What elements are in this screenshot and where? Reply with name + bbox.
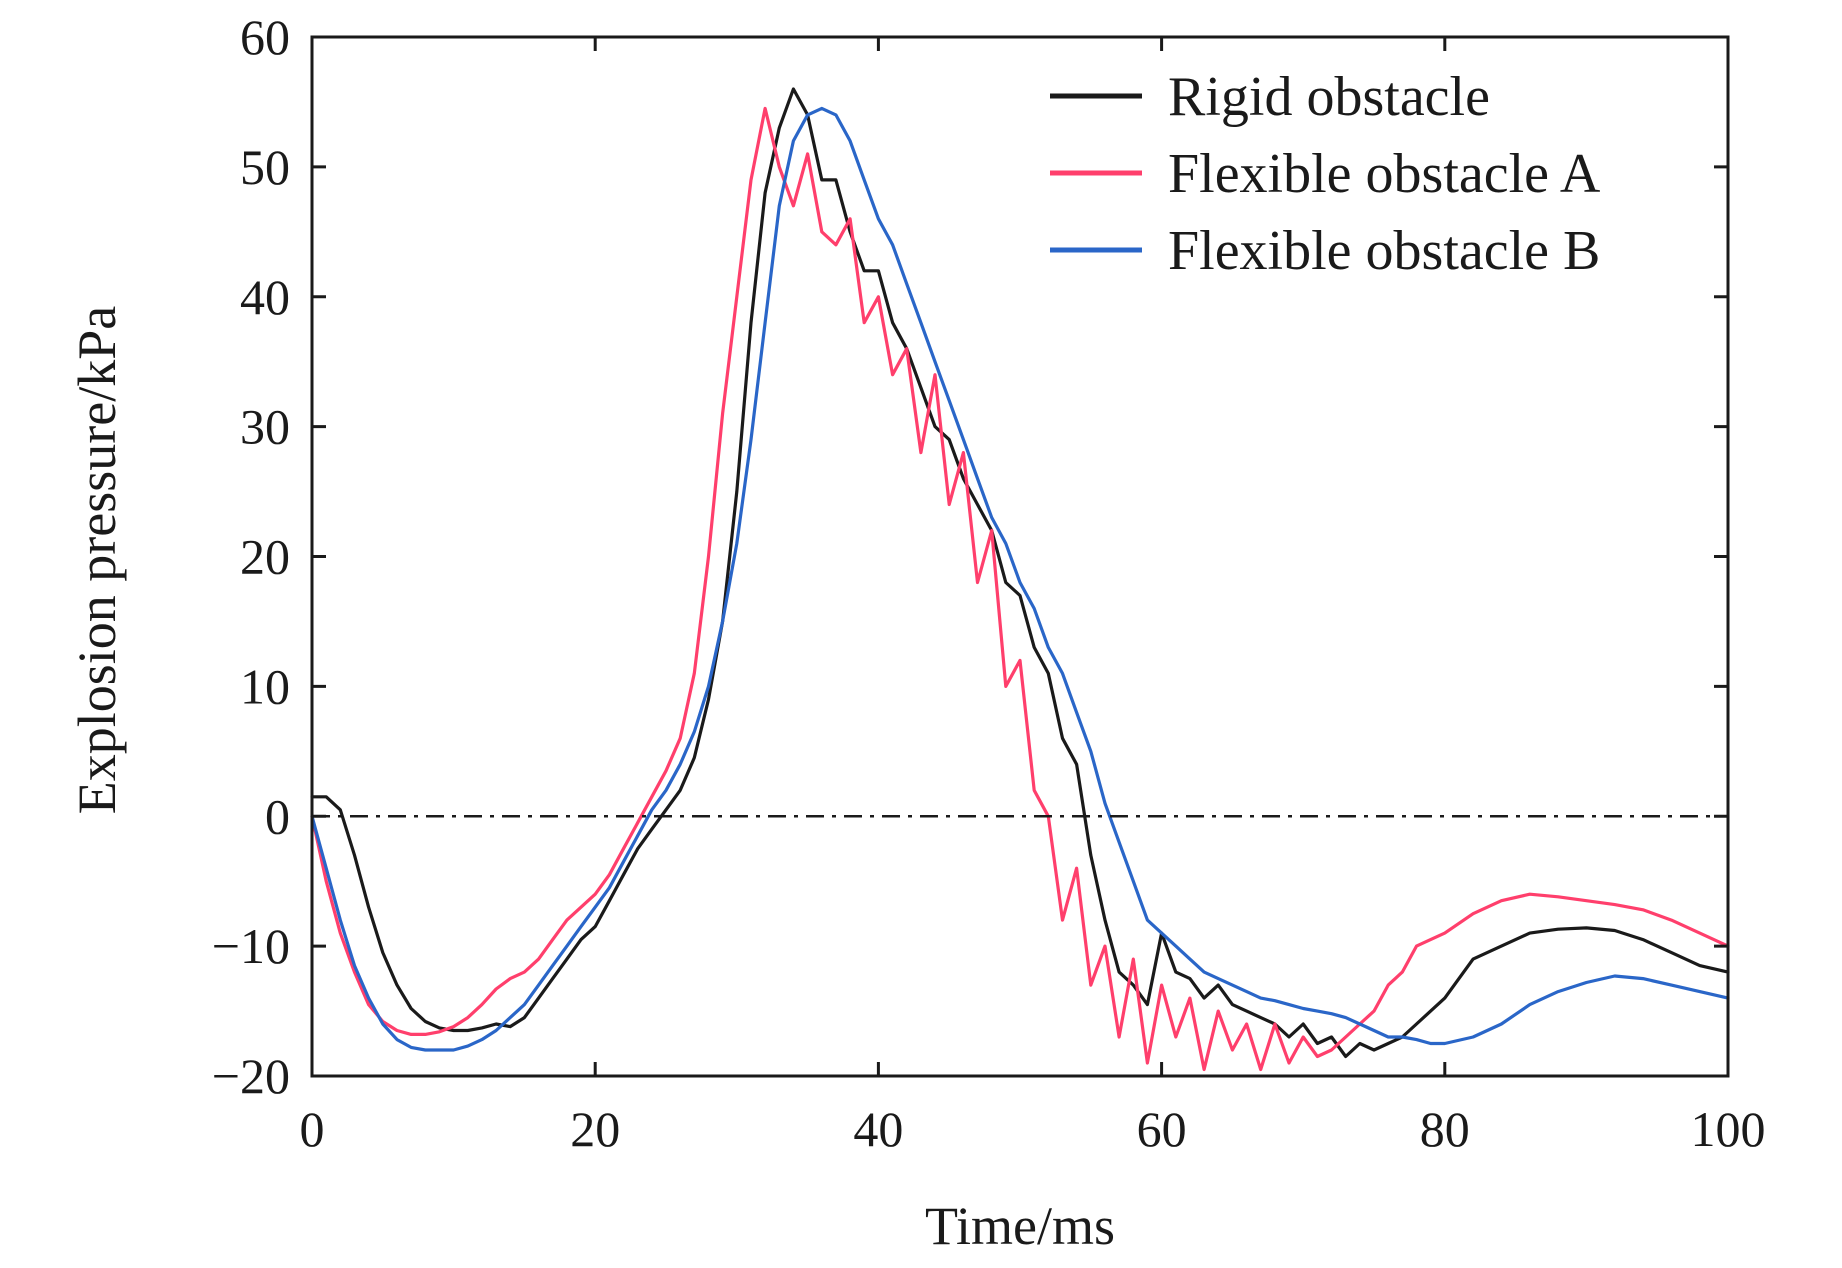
y-tick-label: 10 xyxy=(240,658,290,714)
y-tick-label: 60 xyxy=(240,9,290,65)
x-tick-label: 0 xyxy=(300,1101,325,1157)
x-tick-label: 100 xyxy=(1691,1101,1766,1157)
x-tick-label: 60 xyxy=(1137,1101,1187,1157)
y-tick-label: 30 xyxy=(240,399,290,455)
x-tick-label: 80 xyxy=(1420,1101,1470,1157)
x-tick-label: 20 xyxy=(570,1101,620,1157)
series-line-2 xyxy=(310,106,1730,1072)
y-tick-label: 20 xyxy=(240,529,290,585)
y-tick-label: −20 xyxy=(212,1048,290,1104)
series-layer xyxy=(310,87,1730,1072)
x-tick-label: 40 xyxy=(853,1101,903,1157)
legend: Rigid obstacle Flexible obstacle A Flexibl… xyxy=(1050,66,1601,282)
x-axis-title: Time/ms xyxy=(925,1196,1115,1256)
y-tick-label: 40 xyxy=(240,269,290,325)
legend-label-3: Flexible obstacle B xyxy=(1168,220,1600,282)
x-axis: 0 20 40 60 80 100 xyxy=(300,37,1766,1157)
y-axis: −20 −10 0 10 20 30 40 50 60 xyxy=(212,9,1728,1104)
series-line-1 xyxy=(310,87,1730,1059)
series-line-3 xyxy=(310,106,1730,1052)
legend-label-2: Flexible obstacle A xyxy=(1168,143,1601,205)
y-tick-label: 0 xyxy=(265,788,290,844)
y-tick-label: −10 xyxy=(212,918,290,974)
y-tick-label: 50 xyxy=(240,139,290,195)
y-axis-title: Explosion pressure/kPa xyxy=(67,306,127,814)
legend-label-1: Rigid obstacle xyxy=(1168,66,1490,128)
